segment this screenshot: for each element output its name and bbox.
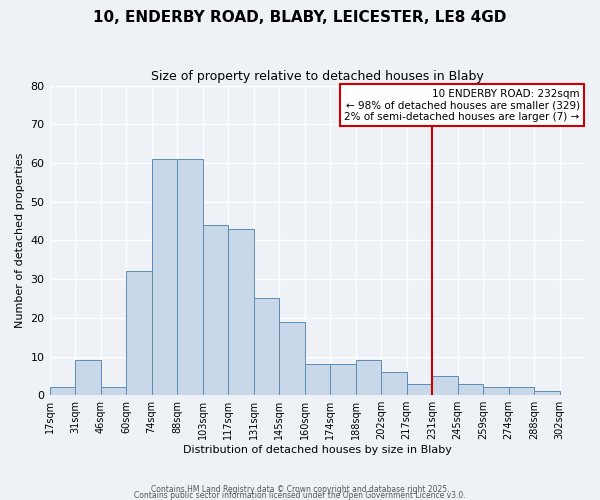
Bar: [509, 388, 534, 395]
X-axis label: Distribution of detached houses by size in Blaby: Distribution of detached houses by size …: [183, 445, 452, 455]
Bar: [152, 159, 177, 395]
Title: Size of property relative to detached houses in Blaby: Size of property relative to detached ho…: [151, 70, 484, 83]
Bar: [534, 392, 560, 395]
Bar: [101, 388, 126, 395]
Bar: [407, 384, 432, 395]
Text: Contains HM Land Registry data © Crown copyright and database right 2025.: Contains HM Land Registry data © Crown c…: [151, 484, 449, 494]
Bar: [254, 298, 279, 395]
Bar: [177, 159, 203, 395]
Text: 10, ENDERBY ROAD, BLABY, LEICESTER, LE8 4GD: 10, ENDERBY ROAD, BLABY, LEICESTER, LE8 …: [94, 10, 506, 25]
Bar: [75, 360, 101, 395]
Bar: [381, 372, 407, 395]
Bar: [330, 364, 356, 395]
Bar: [356, 360, 381, 395]
Bar: [228, 229, 254, 395]
Bar: [279, 322, 305, 395]
Bar: [50, 388, 75, 395]
Bar: [432, 376, 458, 395]
Bar: [126, 272, 152, 395]
Y-axis label: Number of detached properties: Number of detached properties: [15, 152, 25, 328]
Bar: [458, 384, 483, 395]
Text: Contains public sector information licensed under the Open Government Licence v3: Contains public sector information licen…: [134, 491, 466, 500]
Bar: [483, 388, 509, 395]
Text: 10 ENDERBY ROAD: 232sqm
← 98% of detached houses are smaller (329)
2% of semi-de: 10 ENDERBY ROAD: 232sqm ← 98% of detache…: [344, 88, 580, 122]
Bar: [203, 225, 228, 395]
Bar: [305, 364, 330, 395]
